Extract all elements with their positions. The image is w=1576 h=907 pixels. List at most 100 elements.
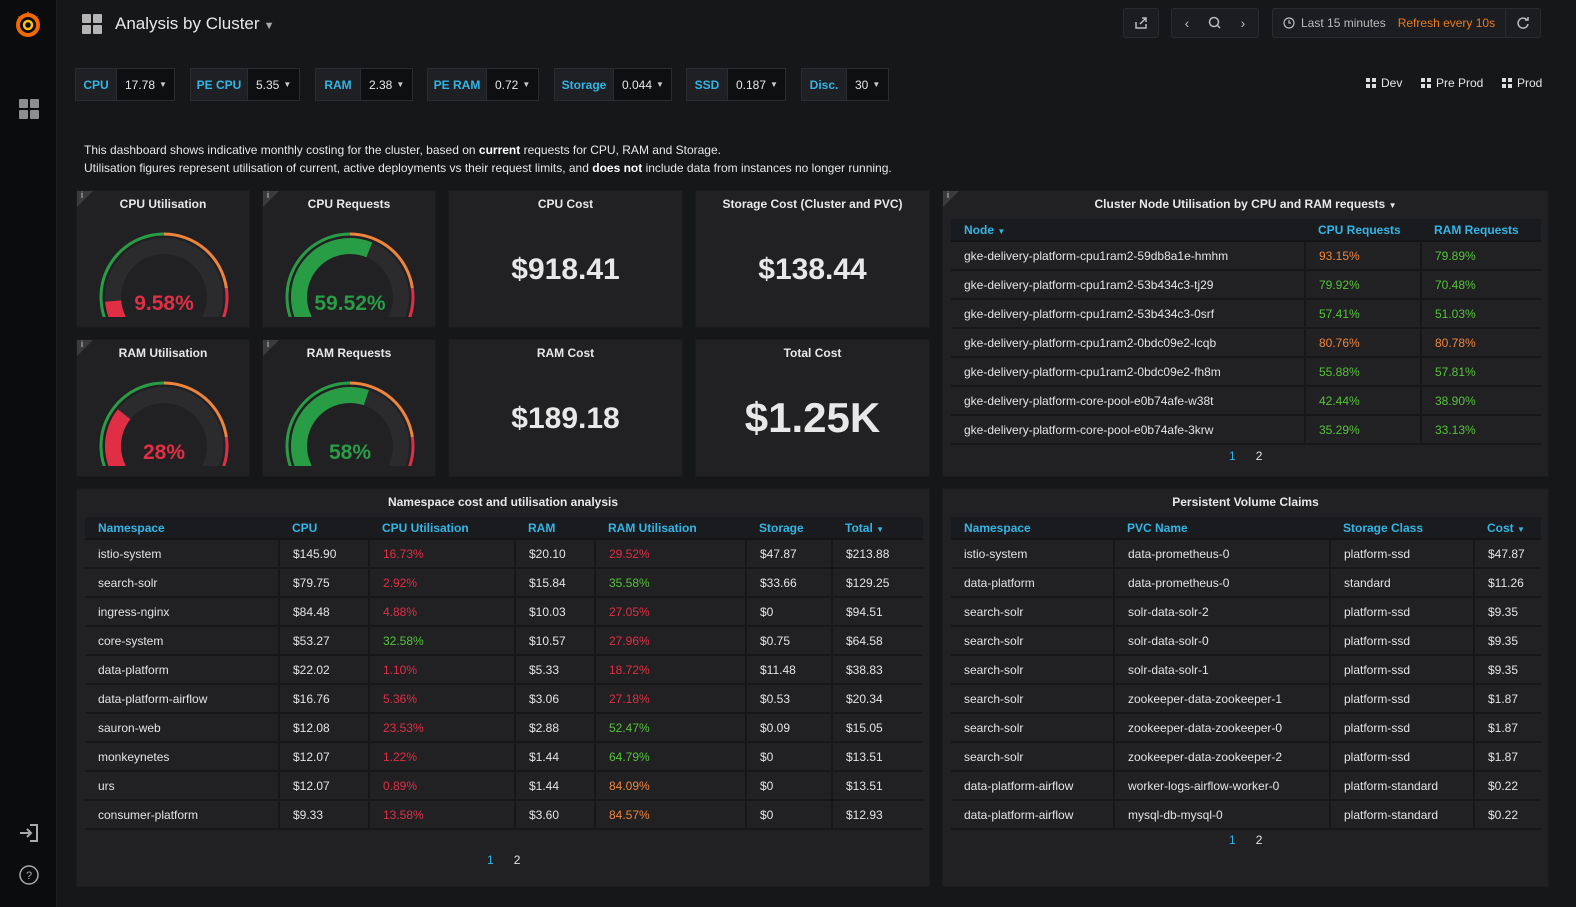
link-prod[interactable]: Prod xyxy=(1502,76,1542,90)
panel-cpu-requests[interactable]: i CPU Requests 59.52% xyxy=(262,190,436,328)
column-header-ram-utilisation[interactable]: RAM Utilisation xyxy=(595,517,746,540)
refresh-button[interactable] xyxy=(1505,8,1541,38)
panel-total-cost[interactable]: Total Cost $1.25K xyxy=(695,339,930,477)
variable-value-dropdown[interactable]: 5.35 ▼ xyxy=(248,68,300,101)
panel-persistent-volume-claims[interactable]: Persistent Volume Claims Namespace PVC N… xyxy=(942,488,1549,887)
table-row: ingress-nginx $84.48 4.88% $10.03 27.05% $0 $9… xyxy=(85,597,923,627)
table-cell: 84.09% xyxy=(595,771,747,801)
column-header-ram-requests[interactable]: RAM Requests xyxy=(1421,219,1541,242)
time-picker[interactable]: Last 15 minutes Refresh every 10s xyxy=(1272,8,1513,38)
sign-in-icon[interactable] xyxy=(18,822,40,844)
page-link[interactable]: 1 xyxy=(487,853,494,867)
table-cell: 57.81% xyxy=(1421,357,1541,387)
column-header-pvc-name[interactable]: PVC Name xyxy=(1114,517,1330,540)
panel-ram-cost[interactable]: RAM Cost $189.18 xyxy=(448,339,683,477)
panel-title: CPU Requests xyxy=(307,197,391,211)
column-header-namespace[interactable]: Namespace xyxy=(951,517,1114,540)
variable-value-dropdown[interactable]: 2.38 ▼ xyxy=(361,68,413,101)
table-cell: $12.07 xyxy=(279,771,370,801)
table-cell: solr-data-solr-0 xyxy=(1114,626,1331,656)
zoom-out-icon[interactable] xyxy=(1201,16,1229,30)
panel-namespace-cost[interactable]: Namespace cost and utilisation analysis … xyxy=(76,488,930,887)
dashboard-title[interactable]: Analysis by Cluster ▼ xyxy=(115,14,274,34)
share-button[interactable] xyxy=(1123,8,1159,38)
page-link[interactable]: 1 xyxy=(1229,833,1236,847)
variable-value-dropdown[interactable]: 0.187 ▼ xyxy=(728,68,786,101)
info-icon[interactable]: i xyxy=(263,190,279,207)
namespace-table-pager: 1 2 xyxy=(487,853,520,867)
table-cell: 1.22% xyxy=(369,742,516,772)
chevron-left-icon[interactable]: ‹ xyxy=(1184,15,1190,31)
variable-cpu[interactable]: CPU 17.78 ▼ xyxy=(75,68,175,101)
info-icon[interactable]: i xyxy=(77,339,93,356)
page-link[interactable]: 2 xyxy=(1255,449,1263,463)
page-link[interactable]: 2 xyxy=(513,853,521,867)
table-cell: $0 xyxy=(746,742,833,772)
panel-title[interactable]: Cluster Node Utilisation by CPU and RAM … xyxy=(943,197,1548,211)
chevron-right-icon[interactable]: › xyxy=(1240,15,1246,31)
variable-disc[interactable]: Disc. 30 ▼ xyxy=(801,68,889,101)
description-line-1: This dashboard shows indicative monthly … xyxy=(84,141,892,159)
table-cell: platform-ssd xyxy=(1330,713,1475,743)
variable-value-dropdown[interactable]: 0.72 ▼ xyxy=(487,68,539,101)
column-header-cpu-utilisation[interactable]: CPU Utilisation xyxy=(369,517,515,540)
gauge-value: 28% xyxy=(143,441,185,464)
panel-cluster-node-utilisation[interactable]: i Cluster Node Utilisation by CPU and RA… xyxy=(942,190,1549,477)
help-icon[interactable]: ? xyxy=(18,864,40,886)
info-icon[interactable]: i xyxy=(77,190,93,207)
variable-pe-ram[interactable]: PE RAM 0.72 ▼ xyxy=(427,68,539,101)
page-link[interactable]: 1 xyxy=(1229,449,1236,463)
namespace-table: Namespace CPU CPU Utilisation RAM RAM Ut… xyxy=(85,517,923,830)
variable-value-dropdown[interactable]: 17.78 ▼ xyxy=(117,68,175,101)
panel-ram-requests[interactable]: i RAM Requests 58% xyxy=(262,339,436,477)
column-header-cpu-requests[interactable]: CPU Requests xyxy=(1305,219,1421,242)
panel-ram-utilisation[interactable]: i RAM Utilisation 28% xyxy=(76,339,250,477)
column-header-namespace[interactable]: Namespace xyxy=(85,517,279,540)
variable-ssd[interactable]: SSD 0.187 ▼ xyxy=(686,68,786,101)
link-pre-prod[interactable]: Pre Prod xyxy=(1421,76,1483,90)
table-cell: $79.75 xyxy=(279,568,370,598)
panel-cpu-cost[interactable]: CPU Cost $918.41 xyxy=(448,190,683,328)
sort-desc-icon: ▼ xyxy=(1517,524,1525,534)
dashboards-icon[interactable] xyxy=(18,98,40,120)
panel-storage-cost[interactable]: Storage Cost (Cluster and PVC) $138.44 xyxy=(695,190,930,328)
column-header-storage-class[interactable]: Storage Class xyxy=(1330,517,1474,540)
variable-pe-cpu[interactable]: PE CPU 5.35 ▼ xyxy=(190,68,300,101)
variable-label: Storage xyxy=(554,68,614,101)
info-icon[interactable]: i xyxy=(943,190,959,207)
desc-text: requests for CPU, RAM and Storage. xyxy=(520,143,721,157)
column-header-ram[interactable]: RAM xyxy=(515,517,595,540)
caret-down-icon: ▼ xyxy=(656,80,664,89)
variable-label: SSD xyxy=(686,68,728,101)
table-cell: worker-logs-airflow-worker-0 xyxy=(1114,771,1331,801)
link-dev[interactable]: Dev xyxy=(1366,76,1402,90)
column-header-cost[interactable]: Cost ▼ xyxy=(1474,517,1541,540)
table-cell: zookeeper-data-zookeeper-0 xyxy=(1114,713,1331,743)
grafana-logo-icon[interactable] xyxy=(12,8,44,40)
table-cell: platform-standard xyxy=(1330,771,1475,801)
table-cell: search-solr xyxy=(951,742,1115,772)
table-cell: platform-standard xyxy=(1330,800,1475,830)
table-row: sauron-web $12.08 23.53% $2.88 52.47% $0.09 $1… xyxy=(85,713,923,743)
column-header-storage[interactable]: Storage xyxy=(746,517,832,540)
column-header-total[interactable]: Total ▼ xyxy=(832,517,923,540)
gauge-value: 58% xyxy=(329,441,371,464)
desc-bold: does not xyxy=(592,161,643,175)
panel-cpu-utilisation[interactable]: i CPU Utilisation 9.58% xyxy=(76,190,250,328)
time-range-label: Last 15 minutes xyxy=(1301,16,1386,30)
caret-down-icon: ▼ xyxy=(159,80,167,89)
variable-value-dropdown[interactable]: 30 ▼ xyxy=(847,68,889,101)
variable-ram[interactable]: RAM 2.38 ▼ xyxy=(315,68,413,101)
table-cell: 18.72% xyxy=(595,655,747,685)
table-cell: $64.58 xyxy=(832,626,923,656)
page-link[interactable]: 2 xyxy=(1255,833,1263,847)
gauge-threshold-arc xyxy=(222,436,229,466)
table-row: monkeynetes $12.07 1.22% $1.44 64.79% $0 $13.5… xyxy=(85,742,923,772)
table-cell: platform-ssd xyxy=(1330,597,1475,627)
info-icon[interactable]: i xyxy=(263,339,279,356)
table-cell: $15.05 xyxy=(832,713,923,743)
variable-storage[interactable]: Storage 0.044 ▼ xyxy=(554,68,672,101)
variable-value-dropdown[interactable]: 0.044 ▼ xyxy=(614,68,672,101)
column-header-cpu[interactable]: CPU xyxy=(279,517,369,540)
column-header-node[interactable]: Node ▼ xyxy=(951,219,1305,242)
